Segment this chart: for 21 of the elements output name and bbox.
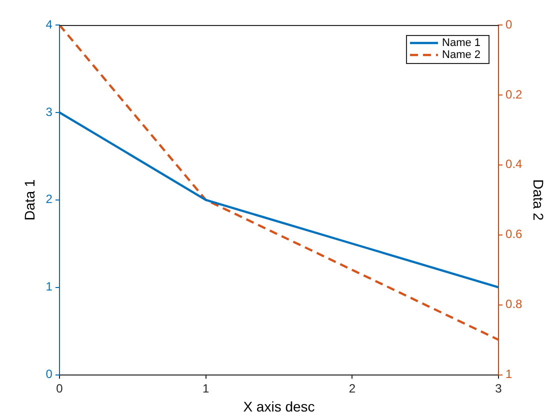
x-tick-label: 1 <box>202 381 210 396</box>
x-tick-label: 0 <box>56 381 64 396</box>
y-tick-label: 4 <box>46 17 53 32</box>
legend-label: Name 1 <box>442 37 481 50</box>
y-tick-label: 0 <box>46 367 53 382</box>
y2-axis-title: Data 2 <box>530 179 547 221</box>
y-tick-label: 3 <box>46 104 53 119</box>
x-axis-title: X axis desc <box>243 398 315 414</box>
x-tick-label: 3 <box>495 381 502 396</box>
y2-tick-label: 0.8 <box>506 297 523 312</box>
y-tick-label: 1 <box>46 280 53 294</box>
y2-tick-label: 0.2 <box>506 87 523 102</box>
x-tick-label: 2 <box>348 381 356 396</box>
y-axis-title: Data 1 <box>21 179 38 221</box>
y2-tick-label: 0.4 <box>506 157 523 172</box>
y2-tick-label: 0.6 <box>506 227 523 242</box>
y-tick-label: 2 <box>46 192 53 206</box>
legend-label: Name 2 <box>442 49 481 62</box>
y2-tick-label: 0 <box>506 17 513 32</box>
y2-tick-label: 1 <box>506 367 513 382</box>
line-series <box>59 25 499 341</box>
